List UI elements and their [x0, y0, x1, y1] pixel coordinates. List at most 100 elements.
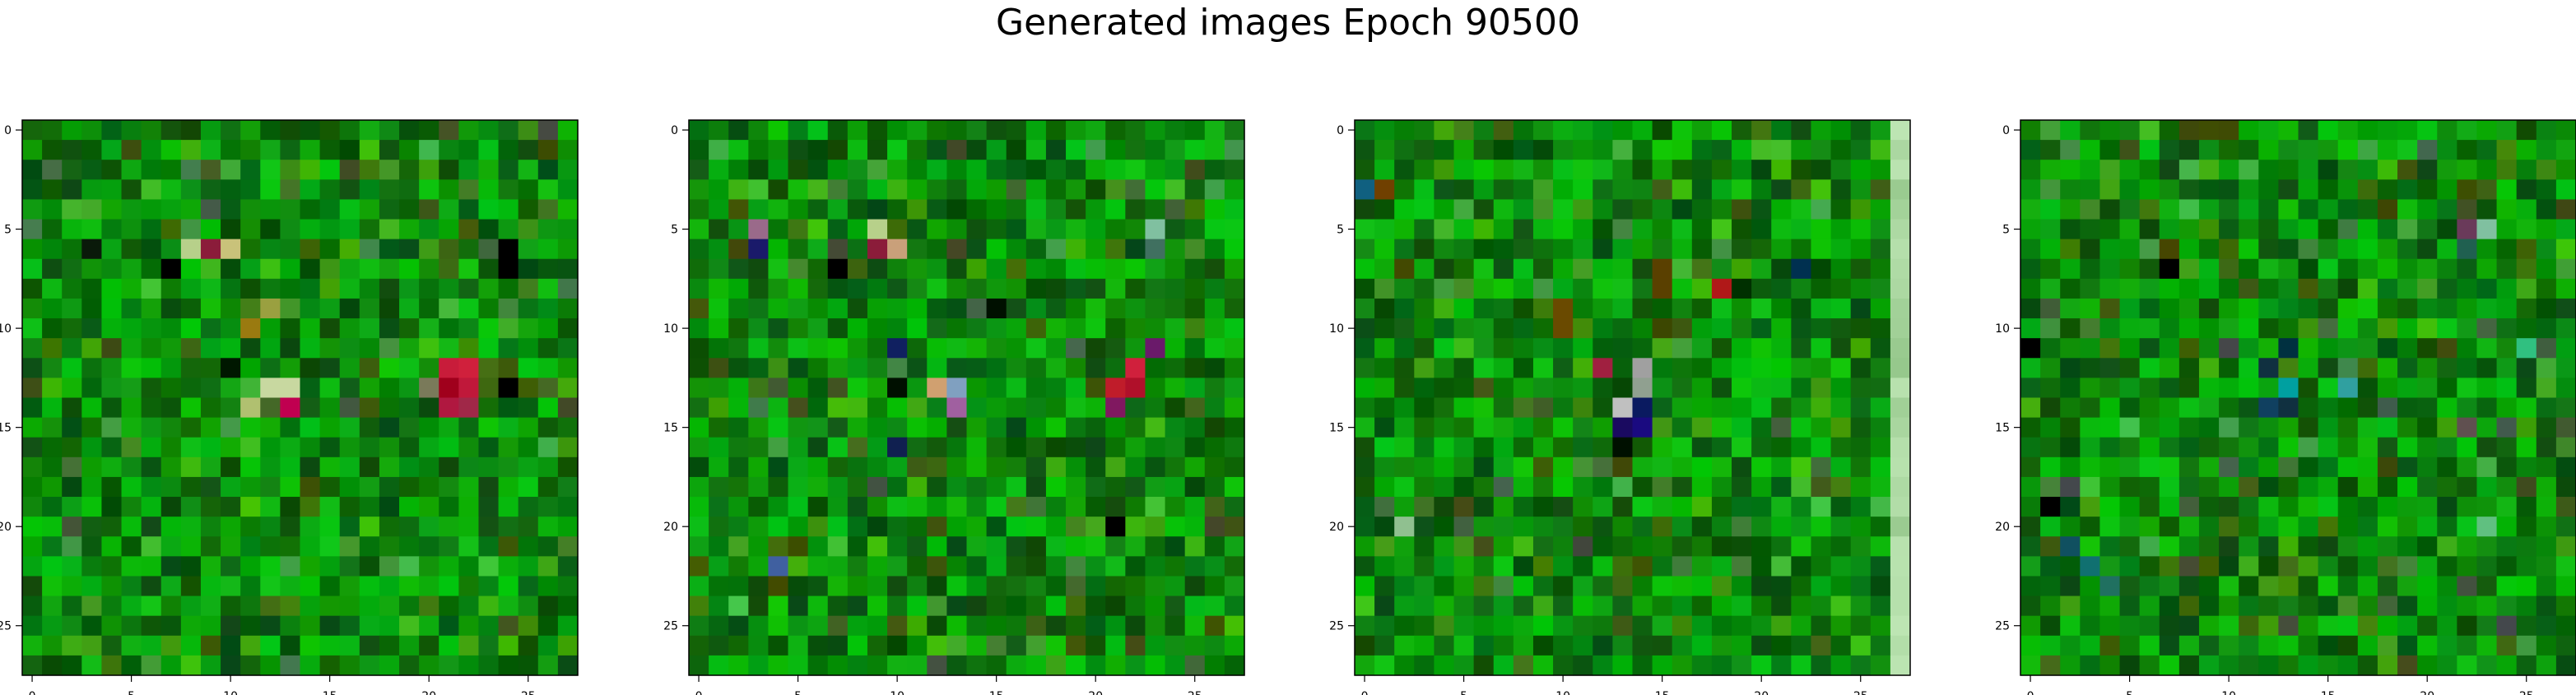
x-tick-label: 15: [989, 690, 1004, 695]
pixel-cell: [847, 239, 868, 260]
pixel-cell: [1066, 120, 1086, 141]
pixel-cell: [458, 517, 480, 537]
pixel-cell: [478, 358, 500, 378]
pixel-cell: [1025, 437, 1047, 458]
pixel-cell: [1711, 120, 1732, 141]
pixel-cell: [1355, 497, 1375, 517]
pixel-cell: [728, 378, 749, 399]
pixel-cell: [359, 140, 380, 160]
pixel-cell: [827, 497, 849, 517]
pixel-cell: [1870, 338, 1891, 359]
pixel-cell: [1355, 576, 1375, 597]
pixel-cell: [689, 258, 709, 280]
pixel-cell: [1145, 338, 1166, 359]
pixel-cell: [1355, 239, 1375, 260]
pixel-cell: [478, 219, 500, 240]
pixel-cell: [1355, 397, 1375, 419]
pixel-cell: [1434, 615, 1455, 637]
pixel-cell: [478, 140, 500, 160]
pixel-cell: [2357, 120, 2378, 141]
pixel-cell: [1006, 437, 1027, 458]
pixel-cell: [458, 378, 480, 399]
pixel-cell: [1870, 635, 1891, 656]
pixel-cell: [1165, 595, 1186, 617]
pixel-cell: [1632, 536, 1653, 557]
pixel-cell: [709, 358, 729, 378]
pixel-cell: [2020, 160, 2041, 180]
pixel-cell: [827, 378, 849, 399]
pixel-cell: [2080, 278, 2101, 299]
pixel-cell: [1711, 239, 1732, 260]
pixel-cell: [2555, 318, 2576, 339]
pixel-cell: [867, 417, 888, 438]
pixel-cell: [1513, 497, 1534, 517]
pixel-cell: [240, 160, 261, 180]
pixel-cell: [399, 635, 420, 656]
pixel-cell: [2239, 179, 2259, 201]
pixel-cell: [2318, 655, 2339, 676]
pixel-cell: [260, 120, 281, 141]
pixel-cell: [101, 278, 123, 299]
pixel-cell: [2219, 278, 2239, 299]
pixel-cell: [1771, 417, 1792, 438]
pixel-cell: [399, 160, 420, 180]
pixel-cell: [847, 318, 868, 339]
pixel-cell: [1125, 199, 1146, 220]
pixel-cell: [2437, 655, 2457, 676]
pixel-cell: [807, 179, 829, 201]
pixel-cell: [2496, 318, 2518, 339]
pixel-cell: [180, 536, 202, 557]
pixel-cell: [399, 179, 420, 201]
pixel-cell: [557, 517, 579, 537]
pixel-cell: [1513, 635, 1534, 656]
pixel-cell: [1394, 497, 1415, 517]
pixel-cell: [748, 595, 770, 617]
pixel-cell: [2278, 397, 2299, 419]
pixel-cell: [160, 298, 182, 319]
pixel-cell: [1453, 278, 1475, 299]
pixel-cell: [2139, 417, 2160, 438]
pixel-cell: [300, 417, 321, 438]
pixel-cell: [62, 655, 82, 676]
pixel-cell: [986, 318, 1007, 339]
pixel-cell: [2318, 417, 2339, 438]
pixel-cell: [1672, 219, 1693, 240]
pixel-cell: [748, 378, 770, 399]
pixel-cell: [518, 497, 539, 517]
pixel-cell: [986, 120, 1007, 141]
pixel-cell: [1145, 437, 1166, 458]
pixel-cell: [728, 595, 749, 617]
pixel-cell: [180, 199, 202, 220]
pixel-cell: [986, 497, 1007, 517]
pixel-cell: [927, 497, 947, 517]
pixel-cell: [847, 179, 868, 201]
pixel-cell: [2437, 239, 2457, 260]
pixel-cell: [160, 635, 182, 656]
pixel-cell: [1513, 595, 1534, 617]
pixel-cell: [1184, 635, 1206, 656]
pixel-cell: [1224, 179, 1245, 201]
pixel-cell: [689, 635, 709, 656]
pixel-cell: [728, 318, 749, 339]
pixel-cell: [1105, 536, 1126, 557]
pixel-cell: [339, 655, 360, 676]
pixel-cell: [2318, 635, 2339, 656]
pixel-cell: [2178, 536, 2200, 557]
pixel-cell: [1870, 160, 1891, 180]
pixel-cell: [1145, 278, 1166, 299]
pixel-cell: [2178, 517, 2200, 537]
pixel-cell: [2040, 497, 2061, 517]
pixel-cell: [927, 338, 947, 359]
pixel-cell: [419, 120, 439, 141]
pixel-cell: [439, 298, 459, 319]
pixel-cell: [1751, 556, 1772, 577]
pixel-cell: [439, 258, 459, 280]
pixel-cell: [2417, 635, 2438, 656]
pixel-cell: [2099, 140, 2121, 160]
pixel-cell: [439, 497, 459, 517]
pixel-cell: [2060, 517, 2081, 537]
pixel-cell: [867, 397, 888, 419]
pixel-cell: [1045, 556, 1067, 577]
pixel-cell: [986, 278, 1007, 299]
